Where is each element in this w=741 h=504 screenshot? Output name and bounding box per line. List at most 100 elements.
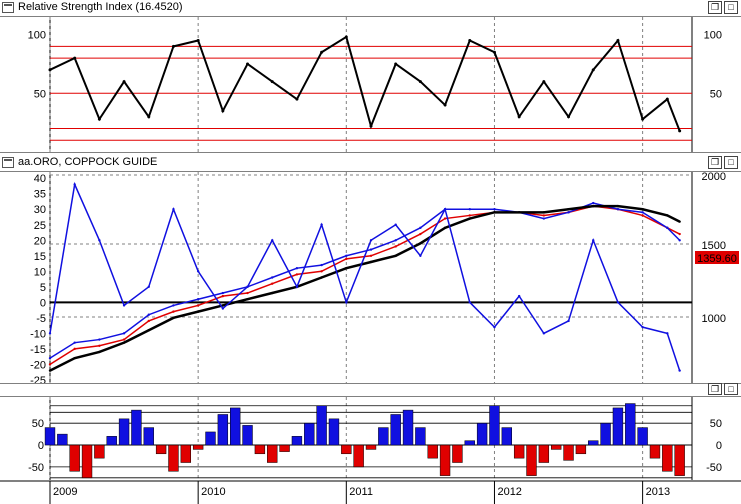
- rsi-point: [270, 80, 274, 84]
- last-price-label: 1359.60: [697, 253, 737, 265]
- price-series-point: [73, 356, 76, 360]
- hist-bar: [205, 431, 216, 446]
- hist-bar: [106, 436, 117, 446]
- rsi-point: [591, 68, 595, 72]
- rsi-point: [171, 44, 175, 48]
- hist-bar: [588, 440, 599, 446]
- hist-titlebar[interactable]: ❐ □: [0, 383, 741, 397]
- price-titlebar[interactable]: aa.ORO, COPPOCK GUIDE ❐ □: [0, 155, 741, 172]
- price-series-point: [271, 276, 274, 279]
- hist-bar: [513, 444, 525, 459]
- price-series-point: [320, 223, 323, 226]
- hist-bar: [316, 405, 327, 446]
- hist-bar: [501, 427, 512, 446]
- price-series-point: [419, 226, 422, 230]
- maximize-icon[interactable]: □: [724, 1, 738, 14]
- price-series-point: [394, 239, 397, 242]
- hist-bar: [390, 414, 401, 446]
- hist-tick-label-right: -50: [706, 462, 722, 474]
- price-series-point: [122, 304, 126, 307]
- price-series-line: [49, 181, 681, 371]
- hist-bar: [662, 444, 673, 472]
- price-series-point: [493, 325, 496, 329]
- price-series-point: [394, 254, 397, 257]
- price-series-point: [345, 257, 348, 261]
- price-series-point: [147, 285, 150, 289]
- price-series-point: [443, 226, 447, 230]
- price-series-point: [641, 325, 644, 329]
- price-series-point: [196, 298, 200, 301]
- price-series-point: [172, 304, 175, 307]
- hist-bar: [464, 440, 475, 446]
- price-series-point: [345, 266, 348, 270]
- price-series-point: [567, 319, 570, 323]
- maximize-icon[interactable]: □: [724, 156, 738, 169]
- rsi-point: [394, 62, 398, 66]
- rsi-point: [665, 97, 669, 101]
- price-tick-label-left: 40: [34, 173, 46, 185]
- price-series-point: [394, 245, 397, 248]
- rsi-titlebar[interactable]: Relative Strength Index (16.4520) ❐ □: [0, 0, 741, 17]
- price-series-point: [246, 298, 249, 301]
- price-series-point: [641, 211, 644, 214]
- price-tick-label-right: 1000: [702, 313, 726, 325]
- hist-bar: [415, 427, 426, 446]
- restore-icon[interactable]: ❐: [708, 156, 722, 169]
- price-series-point: [196, 310, 200, 313]
- price-tick-label-left: -10: [30, 328, 46, 340]
- price-series-point: [73, 183, 76, 186]
- price-series-point: [147, 313, 150, 316]
- hist-bar: [57, 433, 68, 446]
- price-series-point: [592, 204, 595, 208]
- hist-bar: [155, 444, 167, 455]
- rsi-point: [492, 50, 496, 54]
- price-series-point: [666, 332, 669, 335]
- price-tick-label-left: 15: [34, 251, 46, 263]
- hist-bar: [230, 407, 241, 446]
- hist-bar: [143, 427, 154, 446]
- price-series-point: [122, 332, 126, 335]
- hist-bar: [378, 427, 389, 446]
- rsi-point: [320, 50, 324, 54]
- hist-bar: [365, 444, 377, 450]
- price-series-point: [443, 217, 447, 220]
- price-series-point: [221, 307, 225, 310]
- price-series-point: [320, 276, 323, 279]
- restore-icon[interactable]: ❐: [708, 383, 722, 395]
- hist-bar: [192, 444, 204, 450]
- price-tick-label-left: 0: [40, 297, 46, 309]
- price-series-point: [567, 208, 570, 211]
- hist-bar: [625, 403, 636, 446]
- price-series-point: [295, 273, 299, 276]
- price-series-point: [592, 239, 595, 242]
- price-series-point: [678, 239, 681, 242]
- rsi-point: [443, 103, 447, 107]
- x-axis-label: 2011: [349, 486, 373, 498]
- hist-bar: [69, 444, 80, 472]
- price-series-point: [98, 338, 101, 341]
- hist-tick-label-left: -50: [28, 462, 44, 474]
- price-tick-label-left: 25: [34, 220, 46, 232]
- price-series-point: [369, 260, 373, 264]
- hist-bar: [612, 407, 624, 446]
- rsi-tick-label-right: 100: [704, 30, 722, 42]
- restore-icon[interactable]: ❐: [708, 1, 722, 14]
- x-axis-label: 2012: [497, 486, 521, 498]
- price-series-point: [271, 239, 274, 242]
- price-tick-label-left: 10: [34, 266, 46, 278]
- maximize-icon[interactable]: □: [724, 383, 738, 395]
- price-series-point: [567, 211, 570, 214]
- hist-bar: [291, 436, 303, 446]
- price-series-point: [345, 301, 348, 304]
- price-series-point: [592, 201, 595, 205]
- hist-bar: [427, 444, 438, 459]
- hist-tick-label-left: 0: [38, 440, 44, 452]
- hist-bar: [168, 444, 179, 472]
- price-series-point: [641, 208, 644, 211]
- hist-bar: [328, 418, 340, 446]
- hist-bar: [254, 444, 266, 455]
- rsi-point: [295, 97, 299, 101]
- hist-bar: [526, 444, 537, 476]
- price-series-point: [369, 248, 373, 251]
- price-series-point: [345, 254, 348, 257]
